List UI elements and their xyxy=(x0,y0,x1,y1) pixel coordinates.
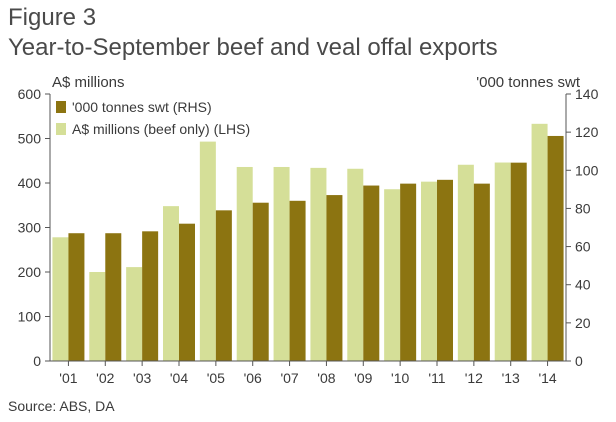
legend: '000 tonnes swt (RHS) A$ millions (beef o… xyxy=(56,99,250,137)
right-tick-label: 100 xyxy=(575,162,599,178)
bar-rhs-2 xyxy=(142,231,159,361)
right-tick-label: 120 xyxy=(575,124,599,140)
x-tick-label: '12 xyxy=(465,370,483,386)
left-tick-label: 0 xyxy=(33,353,41,369)
bar-lhs-12 xyxy=(494,162,511,361)
bar-rhs-11 xyxy=(473,183,490,361)
x-tick-label: '10 xyxy=(391,370,409,386)
legend-swatch-rhs xyxy=(56,101,66,113)
x-tick-label: '05 xyxy=(207,370,225,386)
bar-rhs-7 xyxy=(326,195,343,361)
bar-rhs-1 xyxy=(105,233,122,361)
right-tick-label: 0 xyxy=(575,353,583,369)
left-tick-label: 600 xyxy=(18,86,42,102)
bar-lhs-13 xyxy=(531,123,548,361)
bar-rhs-3 xyxy=(179,223,195,361)
x-tick-label: '01 xyxy=(59,370,77,386)
bar-lhs-6 xyxy=(273,166,290,361)
right-tick-label: 60 xyxy=(575,239,591,255)
left-tick-label: 100 xyxy=(18,309,42,325)
x-tick-label: '09 xyxy=(354,370,372,386)
bar-lhs-7 xyxy=(310,167,327,361)
left-tick-label: 400 xyxy=(18,175,42,191)
bar-lhs-3 xyxy=(163,206,179,361)
source-note: Source: ABS, DA xyxy=(8,398,115,414)
x-tick-label: '08 xyxy=(317,370,335,386)
bar-lhs-9 xyxy=(384,189,401,361)
bar-rhs-9 xyxy=(400,183,417,361)
bar-rhs-10 xyxy=(437,179,453,361)
x-tick-label: '04 xyxy=(170,370,188,386)
bars-group xyxy=(52,123,564,361)
x-tick-label: '06 xyxy=(244,370,262,386)
x-tick-label: '13 xyxy=(502,370,520,386)
chart-title: Year-to-September beef and veal offal ex… xyxy=(8,34,498,61)
bar-lhs-11 xyxy=(457,164,474,361)
left-tick-label: 200 xyxy=(18,264,42,280)
bar-rhs-5 xyxy=(252,202,269,361)
bar-lhs-0 xyxy=(52,237,69,361)
right-tick-label: 80 xyxy=(575,200,591,216)
legend-swatch-lhs xyxy=(56,123,66,135)
figure-label: Figure 3 xyxy=(8,4,97,31)
x-tick-label: '03 xyxy=(133,370,151,386)
left-tick-label: 500 xyxy=(18,131,42,147)
right-tick-label: 20 xyxy=(575,315,591,331)
bar-rhs-12 xyxy=(510,162,527,361)
left-tick-label: 300 xyxy=(18,220,42,236)
ticks-group: '01 '02 '03 '04 '05 '06 '07 '08 '09 '10 '11 '12 '13 '… xyxy=(18,86,599,386)
bar-rhs-8 xyxy=(363,185,380,361)
legend-label-lhs: A$ millions (beef only) (LHS) xyxy=(72,121,250,137)
bar-lhs-5 xyxy=(236,166,253,361)
x-tick-label: '02 xyxy=(96,370,114,386)
right-tick-label: 40 xyxy=(575,277,591,293)
bar-rhs-13 xyxy=(547,135,564,361)
bar-lhs-1 xyxy=(89,272,106,361)
bar-lhs-2 xyxy=(126,267,143,361)
bar-lhs-4 xyxy=(199,141,216,361)
x-tick-label: '14 xyxy=(538,370,556,386)
bar-lhs-8 xyxy=(347,168,364,361)
x-tick-label: '11 xyxy=(428,370,445,386)
bar-lhs-10 xyxy=(421,181,437,361)
axes-group xyxy=(45,93,571,366)
legend-label-rhs: '000 tonnes swt (RHS) xyxy=(72,99,212,115)
bar-rhs-6 xyxy=(289,200,306,361)
bar-rhs-0 xyxy=(68,233,85,361)
bar-rhs-4 xyxy=(215,210,232,361)
x-tick-label: '07 xyxy=(280,370,298,386)
right-tick-label: 140 xyxy=(575,86,599,102)
left-axis-label: A$ millions xyxy=(52,74,125,91)
right-axis-label: '000 tonnes swt xyxy=(476,74,580,91)
